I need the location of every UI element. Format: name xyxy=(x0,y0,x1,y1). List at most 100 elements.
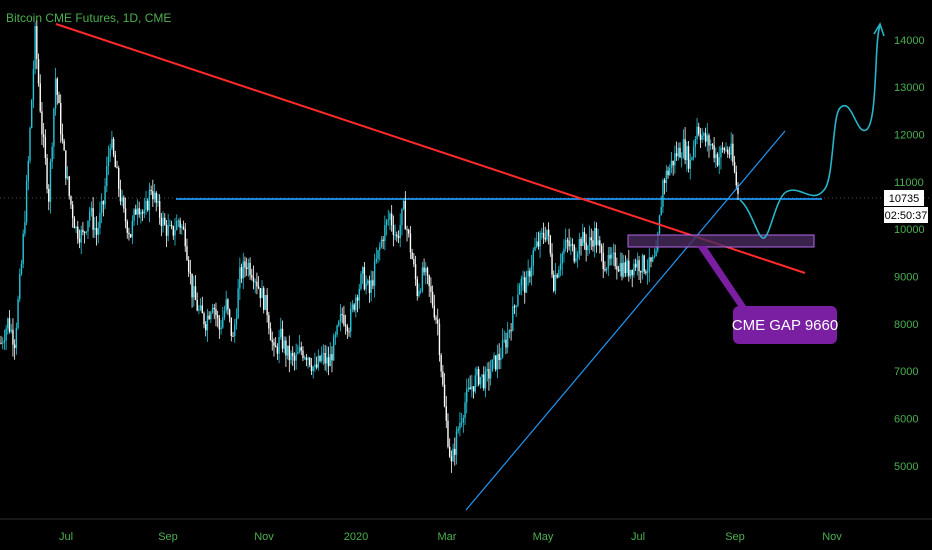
candle-body xyxy=(201,305,204,314)
candle-body xyxy=(19,273,21,300)
candle-body xyxy=(157,201,159,203)
candle-body xyxy=(60,103,62,135)
candle-body xyxy=(172,226,175,236)
candle-body xyxy=(293,355,296,361)
candle-body xyxy=(592,240,594,247)
x-tick-label: Mar xyxy=(438,531,457,543)
candle-body xyxy=(708,135,710,146)
candle-body xyxy=(71,204,74,219)
candle-body xyxy=(150,189,152,192)
candle-body xyxy=(276,347,279,354)
candle-body xyxy=(413,259,415,265)
candle-body xyxy=(414,264,417,280)
candle-body xyxy=(440,354,442,372)
candle-body xyxy=(616,266,618,270)
candle-body xyxy=(626,260,628,274)
candle-body xyxy=(133,209,135,221)
candle-body xyxy=(648,257,650,271)
candle-body xyxy=(104,186,106,205)
candle-body xyxy=(390,213,393,226)
candle-body xyxy=(126,221,128,233)
candle-body xyxy=(264,295,267,310)
candle-body xyxy=(249,262,251,276)
candle-body xyxy=(176,221,178,230)
candle-body xyxy=(646,270,649,273)
x-tick-label: May xyxy=(533,531,554,543)
candle-body xyxy=(619,263,621,272)
candle-body xyxy=(597,240,599,245)
candle-body xyxy=(307,357,309,361)
x-tick-label: Jul xyxy=(631,531,645,543)
callout-pointer xyxy=(697,246,746,306)
candle-body xyxy=(145,200,147,210)
candle-body xyxy=(213,307,215,310)
candle-body xyxy=(513,306,516,308)
candle-body xyxy=(680,157,683,159)
candle-body xyxy=(66,176,69,179)
y-tick-label: 10000 xyxy=(894,224,925,236)
candle-body xyxy=(116,167,118,169)
candle-body xyxy=(373,261,376,286)
candle-body xyxy=(575,258,577,262)
candle-body xyxy=(31,100,33,128)
candle-body xyxy=(218,318,221,330)
candle-body xyxy=(326,357,328,364)
candle-body xyxy=(718,157,720,166)
candle-body xyxy=(56,78,58,95)
candle-body xyxy=(544,237,546,240)
candle-body xyxy=(674,153,676,166)
candle-body xyxy=(244,261,246,268)
candle-body xyxy=(624,262,627,274)
candle-body xyxy=(165,224,168,236)
candle-body xyxy=(285,340,287,356)
countdown-label: 02:50:37 xyxy=(885,210,928,222)
candle-body xyxy=(563,248,565,254)
candle-body xyxy=(350,308,352,332)
candle-body xyxy=(483,374,485,389)
candle-body xyxy=(679,147,681,158)
candle-body xyxy=(382,239,384,242)
candle-body xyxy=(660,206,662,216)
candle-body xyxy=(252,277,255,282)
candle-body xyxy=(442,371,444,385)
candle-body xyxy=(645,271,647,273)
candle-body xyxy=(665,170,668,183)
candle-body xyxy=(727,149,729,154)
candle-body xyxy=(317,355,320,368)
candle-body xyxy=(409,233,412,253)
candle-body xyxy=(286,345,289,356)
candle-body xyxy=(41,111,43,135)
candle-body xyxy=(437,319,439,324)
candle-body xyxy=(510,330,512,332)
candle-body xyxy=(187,259,190,272)
candle-body xyxy=(274,345,277,348)
candle-body xyxy=(82,229,84,233)
candle-body xyxy=(75,226,77,229)
candle-body xyxy=(148,189,151,211)
candle-body xyxy=(669,167,671,176)
candle-body xyxy=(295,353,297,361)
candle-body xyxy=(474,375,476,392)
candle-body xyxy=(520,278,523,286)
candle-body xyxy=(128,232,130,235)
candle-body xyxy=(321,354,323,361)
candles-group xyxy=(0,20,739,473)
candle-body xyxy=(587,246,589,251)
candle-body xyxy=(254,281,256,283)
candle-body xyxy=(368,280,371,293)
candle-body xyxy=(529,270,531,277)
candle-body xyxy=(725,149,727,151)
candle-body xyxy=(332,336,335,361)
candle-body xyxy=(15,327,18,348)
candle-body xyxy=(559,263,562,270)
candle-body xyxy=(396,234,398,237)
candle-body xyxy=(387,219,389,221)
callout-box xyxy=(733,306,837,344)
candle-body xyxy=(239,267,241,289)
candle-body xyxy=(261,288,263,299)
candle-body xyxy=(631,269,633,276)
candle-body xyxy=(191,273,193,298)
candle-body xyxy=(372,280,374,286)
current-price-badge xyxy=(884,190,924,206)
candle-body xyxy=(13,344,16,348)
